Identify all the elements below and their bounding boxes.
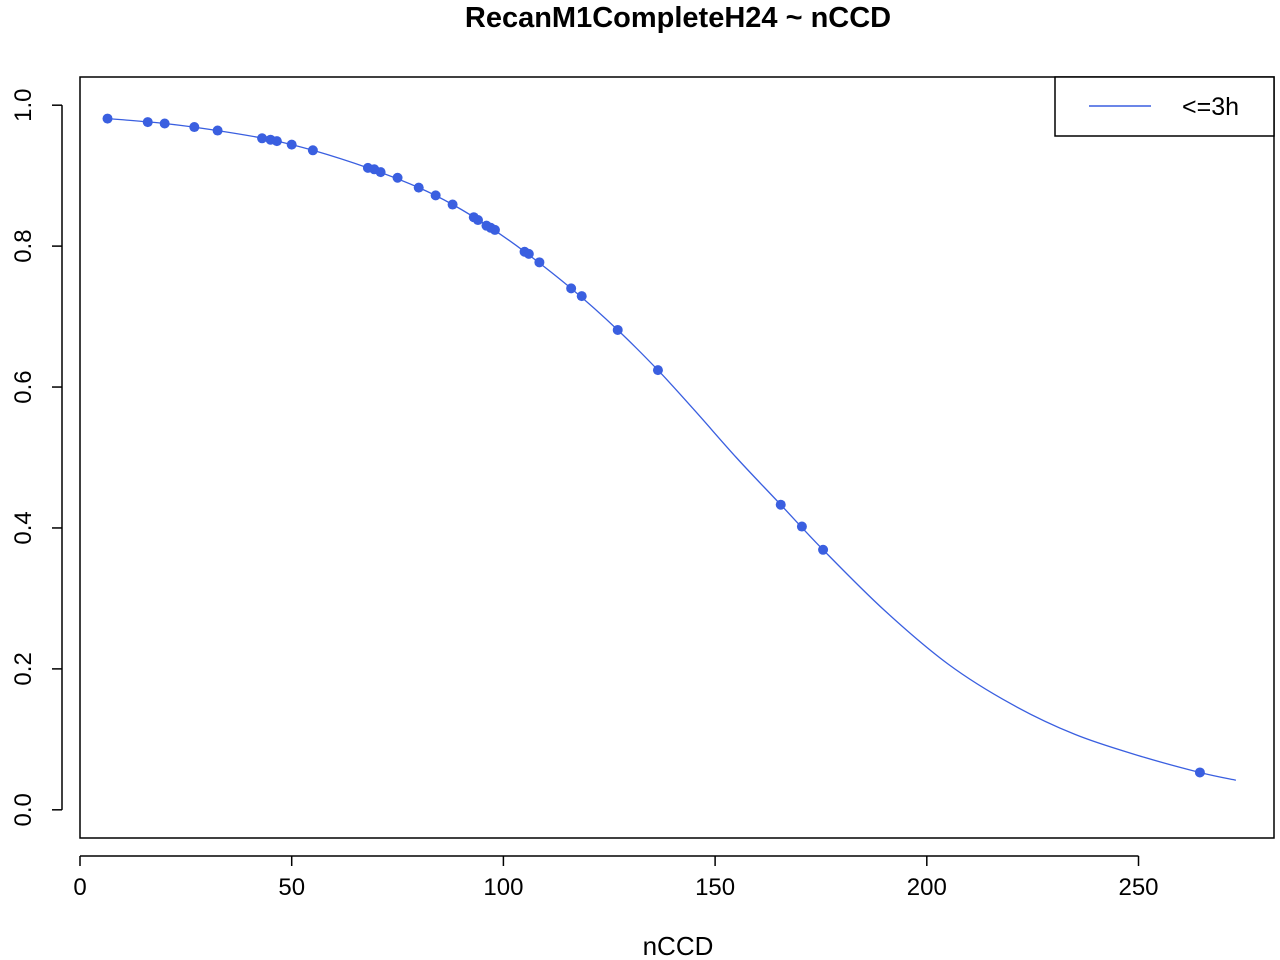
data-point: [159, 118, 170, 129]
series-line: [107, 117, 1237, 781]
data-point: [566, 283, 577, 294]
y-tick-label: 0.2: [10, 652, 37, 685]
data-point: [796, 521, 807, 532]
data-point: [652, 365, 663, 376]
data-point: [392, 172, 403, 183]
y-tick-label: 0.4: [10, 511, 37, 544]
data-point: [534, 257, 545, 268]
data-point: [142, 117, 153, 128]
y-tick-label: 0.8: [10, 229, 37, 262]
data-point: [576, 291, 587, 302]
data-point: [473, 215, 483, 226]
y-tick-label: 0.6: [10, 370, 37, 403]
legend-box: [1054, 76, 1275, 137]
x-axis-label: nCCD: [643, 931, 714, 960]
data-point: [413, 182, 424, 193]
data-point: [1194, 767, 1205, 778]
data-point: [102, 113, 113, 124]
x-tick-label: 50: [278, 874, 305, 901]
legend: <=3h: [1054, 76, 1275, 137]
data-point: [189, 122, 200, 133]
y-axis: 0.0 0.2 0.4 0.6 0.8 1.0: [10, 88, 63, 827]
data-point: [818, 544, 829, 555]
series-layer: [102, 113, 1237, 781]
data-point: [430, 190, 441, 201]
y-tick-label: 1.0: [10, 88, 37, 121]
data-point: [375, 167, 386, 178]
x-tick-label: 250: [1118, 874, 1158, 901]
plot-frame: [79, 76, 1275, 839]
chart-title: RecanM1CompleteH24 ~ nCCD: [465, 2, 891, 34]
y-tick-label: 0.0: [10, 793, 37, 826]
x-axis: 0 50 100 150 200 250: [73, 855, 1159, 901]
x-tick-label: 100: [483, 874, 523, 901]
data-point: [212, 125, 223, 136]
data-point: [307, 145, 318, 156]
data-point: [775, 499, 786, 510]
x-tick-label: 200: [907, 874, 947, 901]
legend-label: <=3h: [1182, 93, 1239, 121]
x-tick-label: 0: [73, 874, 86, 901]
data-point: [257, 133, 268, 144]
data-point: [612, 324, 623, 335]
data-point: [489, 224, 500, 235]
data-point: [286, 139, 297, 150]
data-point: [523, 248, 534, 259]
x-tick-label: 150: [695, 874, 735, 901]
data-point: [271, 136, 282, 147]
data-point: [447, 199, 458, 210]
